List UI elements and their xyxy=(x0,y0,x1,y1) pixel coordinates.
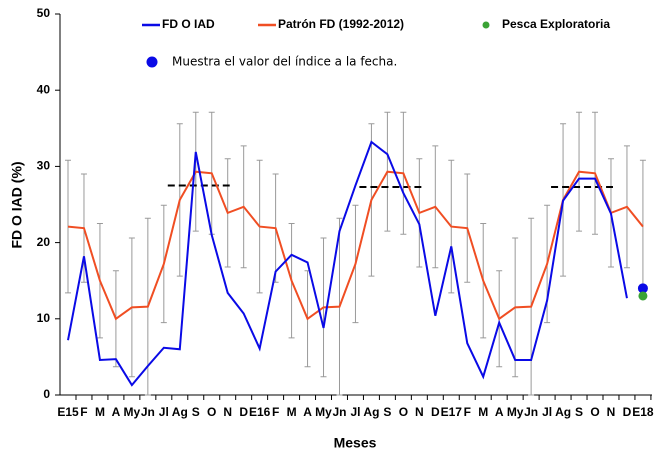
x-tick-label: O xyxy=(399,405,408,419)
x-tick-label: Ag xyxy=(555,405,571,419)
x-tick-label: D xyxy=(623,405,632,419)
x-tick-label: My xyxy=(507,405,524,419)
x-tick-label: F xyxy=(464,405,471,419)
x-tick-label: D xyxy=(431,405,440,419)
x-tick-label: E16 xyxy=(249,405,271,419)
x-tick-label: A xyxy=(495,405,504,419)
legend-swatch xyxy=(146,56,158,68)
legend-swatch xyxy=(482,21,490,29)
x-tick-label: D xyxy=(239,405,248,419)
x-tick-label: S xyxy=(575,405,583,419)
y-tick-label: 40 xyxy=(37,82,51,96)
y-tick-label: 50 xyxy=(37,6,51,20)
x-tick-label: N xyxy=(415,405,424,419)
x-tick-label: M xyxy=(95,405,105,419)
x-tick-label: S xyxy=(383,405,391,419)
x-tick-label: Jn xyxy=(141,405,155,419)
x-tick-label: My xyxy=(315,405,332,419)
legend-label: FD O IAD xyxy=(162,17,215,31)
x-tick-label: A xyxy=(303,405,312,419)
x-tick-label: F xyxy=(272,405,279,419)
x-axis-label: Meses xyxy=(334,435,377,451)
x-tick-label: Ag xyxy=(363,405,379,419)
x-tick-label: N xyxy=(223,405,232,419)
y-tick-label: 30 xyxy=(37,159,51,173)
x-tick-label: Jl xyxy=(542,405,552,419)
x-tick-label: Jl xyxy=(350,405,360,419)
y-tick-label: 10 xyxy=(37,311,51,325)
legend-label: Patrón FD (1992-2012) xyxy=(278,17,404,31)
x-tick-label: Jn xyxy=(524,405,538,419)
y-axis-label: FD O IAD (%) xyxy=(9,161,25,248)
x-tick-label: O xyxy=(590,405,599,419)
x-tick-label: M xyxy=(287,405,297,419)
x-tick-label: N xyxy=(607,405,616,419)
legend-label: Muestra el valor del índice a la fecha. xyxy=(172,55,397,69)
x-tick-label: Ag xyxy=(172,405,188,419)
x-tick-label: My xyxy=(124,405,141,419)
y-tick-label: 0 xyxy=(43,387,50,401)
point xyxy=(637,283,648,294)
point xyxy=(638,291,648,301)
legend-label: Pesca Exploratoria xyxy=(502,17,610,31)
x-tick-label: M xyxy=(478,405,488,419)
x-tick-label: O xyxy=(207,405,216,419)
x-tick-label: E17 xyxy=(441,405,463,419)
x-tick-label: Jn xyxy=(332,405,346,419)
x-tick-label: E15 xyxy=(57,405,79,419)
series-line xyxy=(67,170,644,321)
series-line xyxy=(67,140,628,387)
x-tick-label: S xyxy=(192,405,200,419)
x-tick-label: E18 xyxy=(632,405,654,419)
x-tick-label: F xyxy=(80,405,87,419)
x-tick-label: A xyxy=(112,405,121,419)
x-tick-label: Jl xyxy=(159,405,169,419)
y-tick-label: 20 xyxy=(37,235,51,249)
